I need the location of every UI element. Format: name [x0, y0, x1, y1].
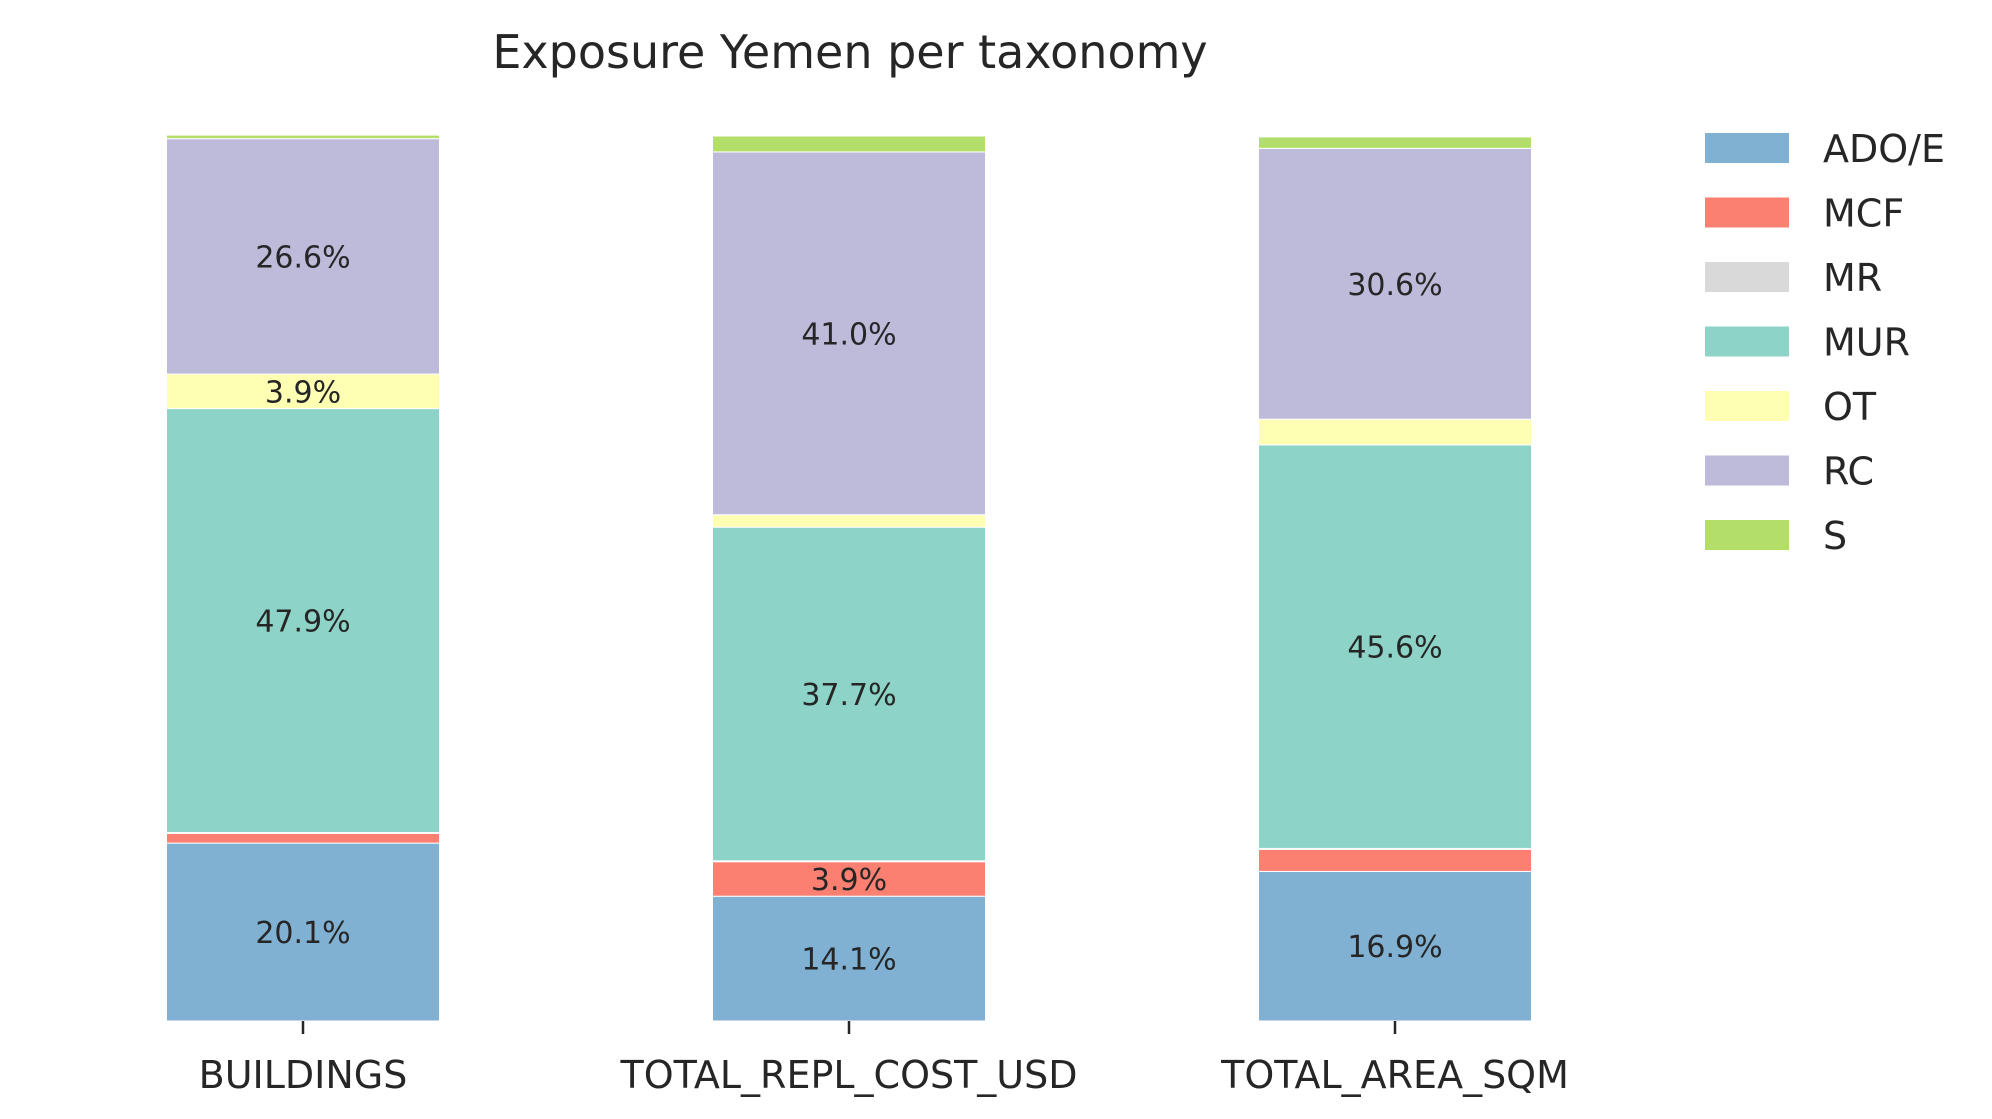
- data-label: 45.6%: [1347, 631, 1442, 666]
- legend-label: MCF: [1823, 192, 1904, 236]
- bar-segment-mur-total-repl-cost-usd: [712, 526, 986, 862]
- bar-segment-s-buildings: [166, 134, 440, 140]
- chart-title: Exposure Yemen per taxonomy: [492, 25, 1207, 79]
- bar-segment-ot-total-area-sqm: [1258, 418, 1532, 446]
- legend: ADO/E MCF MR MUR OT RC S: [1705, 127, 1945, 558]
- legend-swatch: [1705, 197, 1789, 228]
- bar-segment-mcf-total-repl-cost-usd: [712, 861, 986, 897]
- bar-segment-mur-buildings: [166, 408, 440, 833]
- bar-segment-rc-total-area-sqm: [1258, 147, 1532, 420]
- bar-segment-mcf-total-area-sqm: [1258, 848, 1532, 872]
- bar-segment-s-total-repl-cost-usd: [712, 135, 986, 153]
- data-label: 41.0%: [801, 317, 896, 352]
- x-axis: BUILDINGS TOTAL_REPL_COST_USD TOTAL_AREA_S…: [199, 1021, 1569, 1097]
- bar-segment-rc-total-repl-cost-usd: [712, 151, 986, 516]
- legend-label: RC: [1823, 450, 1874, 494]
- x-tick-label: TOTAL_AREA_SQM: [1220, 1053, 1569, 1097]
- data-label: 20.1%: [255, 916, 350, 951]
- bar-segment-ado-e-buildings: [166, 842, 440, 1022]
- bar-segment-mcf-buildings: [166, 832, 440, 844]
- bar-segment-ot-total-repl-cost-usd: [712, 514, 986, 528]
- data-label: 3.9%: [811, 863, 887, 898]
- legend-swatch: [1705, 391, 1789, 421]
- data-label: 14.1%: [801, 943, 896, 978]
- data-label: 16.9%: [1347, 930, 1442, 965]
- legend-swatch: [1705, 133, 1789, 163]
- x-tick-label: TOTAL_REPL_COST_USD: [619, 1053, 1077, 1097]
- bar-segment-mur-total-area-sqm: [1258, 444, 1532, 849]
- legend-swatch: [1705, 455, 1789, 486]
- x-tick-label: BUILDINGS: [199, 1053, 408, 1097]
- legend-label: ADO/E: [1823, 127, 1945, 171]
- data-label: 26.6%: [255, 240, 350, 275]
- legend-label: OT: [1823, 385, 1877, 429]
- legend-label: MUR: [1823, 321, 1910, 365]
- bars-group: 20.1% 47.9% 3.9% 26.6% 14.1% 3.9% 37.7% 41.0% 16…: [166, 134, 1532, 1022]
- bar-segment-ado-e-total-area-sqm: [1258, 870, 1532, 1022]
- legend-swatch: [1705, 520, 1789, 550]
- legend-label: MR: [1823, 256, 1882, 300]
- legend-label: S: [1823, 514, 1847, 558]
- bar-segment-ot-buildings: [166, 373, 440, 410]
- legend-swatch: [1705, 262, 1789, 292]
- legend-swatch: [1705, 326, 1789, 357]
- bar-segment-rc-buildings: [166, 138, 440, 375]
- data-label: 3.9%: [265, 375, 341, 410]
- data-label: 30.6%: [1347, 268, 1442, 303]
- bar-segment-s-total-area-sqm: [1258, 136, 1532, 149]
- data-label: 47.9%: [255, 605, 350, 640]
- data-label: 37.7%: [801, 678, 896, 713]
